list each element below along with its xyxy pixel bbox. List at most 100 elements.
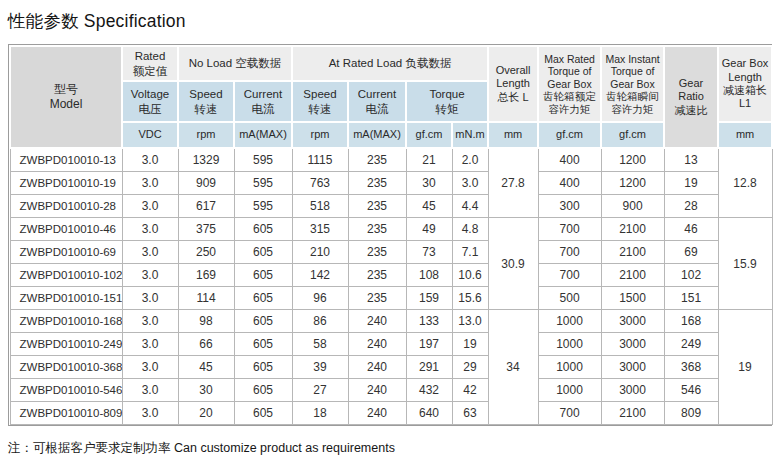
rated-current-cell: 235 [348,287,406,310]
footnote: 注：可根据客户要求定制功率 Can customize product as r… [8,440,780,457]
unit-mm-overall: mm [488,122,538,148]
torque-mnm-cell: 10.6 [452,264,488,287]
no-load-speed-cell: 66 [178,333,234,356]
model-cell: ZWBPD010010-19 [10,172,122,195]
max-instant-torque-cell: 2100 [601,218,664,241]
no-load-speed-cell: 98 [178,310,234,333]
max-rated-torque-cell: 700 [538,402,601,425]
header-no-load: No Load 空载数据 [178,46,292,81]
rated-current-cell: 235 [348,241,406,264]
torque-mnm-cell: 13.0 [452,310,488,333]
torque-gfcm-cell: 73 [406,241,452,264]
torque-mnm-cell: 2.0 [452,148,488,172]
torque-gfcm-cell: 197 [406,333,452,356]
rated-current-cell: 235 [348,218,406,241]
overall-length-cell: 30.9 [488,218,538,310]
header-overall-length: Overall Length 总长 L [488,46,538,122]
rated-speed-cell: 142 [292,264,348,287]
model-cell: ZWBPD010010-13 [10,148,122,172]
max-rated-torque-cell: 400 [538,172,601,195]
table-row: ZWBPD010010-3683.04560539240291291000300… [10,356,772,379]
voltage-cell: 3.0 [122,333,178,356]
torque-mnm-cell: 4.4 [452,195,488,218]
gear-ratio-cell: 69 [664,241,718,264]
table-row: ZWBPD010010-193.0909595763235303.0400120… [10,172,772,195]
no-load-current-cell: 595 [234,148,292,172]
gear-ratio-cell: 28 [664,195,718,218]
max-instant-torque-cell: 3000 [601,310,664,333]
rated-speed-cell: 1115 [292,148,348,172]
spec-table-body: ZWBPD010010-133.013295951115235212.027.8… [10,148,772,425]
max-instant-torque-cell: 1500 [601,287,664,310]
unit-rpm-rated: rpm [292,122,348,148]
unit-gfcm-torque: gf.cm [406,122,452,148]
torque-gfcm-cell: 45 [406,195,452,218]
gear-ratio-cell: 809 [664,402,718,425]
rated-current-cell: 235 [348,195,406,218]
rated-speed-cell: 315 [292,218,348,241]
max-rated-torque-cell: 500 [538,287,601,310]
overall-length-cell: 27.8 [488,148,538,218]
max-instant-torque-cell: 1200 [601,172,664,195]
no-load-speed-cell: 909 [178,172,234,195]
max-rated-torque-cell: 1000 [538,379,601,402]
voltage-cell: 3.0 [122,241,178,264]
max-rated-torque-cell: 700 [538,241,601,264]
max-instant-torque-cell: 3000 [601,333,664,356]
unit-ma-no-load: mA(MAX) [234,122,292,148]
gear-ratio-cell: 13 [664,148,718,172]
no-load-current-cell: 605 [234,264,292,287]
table-row: ZWBPD010010-463.0375605315235494.830.970… [10,218,772,241]
model-cell: ZWBPD010010-102 [10,264,122,287]
table-row: ZWBPD010010-1023.016960514223510810.6700… [10,264,772,287]
voltage-cell: 3.0 [122,379,178,402]
rated-current-cell: 235 [348,148,406,172]
gear-ratio-cell: 368 [664,356,718,379]
max-rated-torque-cell: 1000 [538,333,601,356]
max-instant-torque-cell: 2100 [601,402,664,425]
no-load-current-cell: 605 [234,218,292,241]
page-title: 性能参数 Specification [8,9,780,33]
max-instant-torque-cell: 2100 [601,264,664,287]
unit-gfcm-max-rated: gf.cm [538,122,601,148]
torque-gfcm-cell: 432 [406,379,452,402]
torque-gfcm-cell: 49 [406,218,452,241]
gear-ratio-cell: 102 [664,264,718,287]
gear-ratio-cell: 168 [664,310,718,333]
torque-mnm-cell: 7.1 [452,241,488,264]
torque-mnm-cell: 29 [452,356,488,379]
unit-ma-rated: mA(MAX) [348,122,406,148]
model-cell: ZWBPD010010-546 [10,379,122,402]
header-rated: Rated 额定值 [122,46,178,81]
rated-speed-cell: 210 [292,241,348,264]
no-load-current-cell: 605 [234,379,292,402]
rated-current-cell: 240 [348,402,406,425]
torque-mnm-cell: 42 [452,379,488,402]
table-header: 型号 Model Rated 额定值 No Load 空载数据 At Rated… [10,46,772,148]
table-row: ZWBPD010010-2493.06660558240197191000300… [10,333,772,356]
voltage-cell: 3.0 [122,148,178,172]
table-row: ZWBPD010010-8093.02060518240640637002100… [10,402,772,425]
table-row: ZWBPD010010-1683.0986058624013313.034100… [10,310,772,333]
torque-mnm-cell: 19 [452,333,488,356]
table-row: ZWBPD010010-283.0617595518235454.4300900… [10,195,772,218]
torque-mnm-cell: 15.6 [452,287,488,310]
rated-speed-cell: 18 [292,402,348,425]
torque-gfcm-cell: 21 [406,148,452,172]
voltage-cell: 3.0 [122,402,178,425]
model-cell: ZWBPD010010-28 [10,195,122,218]
header-no-load-speed: Speed 转速 [178,81,234,122]
no-load-speed-cell: 169 [178,264,234,287]
no-load-current-cell: 605 [234,402,292,425]
no-load-speed-cell: 375 [178,218,234,241]
max-instant-torque-cell: 900 [601,195,664,218]
max-rated-torque-cell: 700 [538,264,601,287]
header-rated-current: Current 电流 [348,81,406,122]
unit-mm-gearbox: mm [718,122,772,148]
table-row: ZWBPD010010-133.013295951115235212.027.8… [10,148,772,172]
rated-speed-cell: 96 [292,287,348,310]
model-cell: ZWBPD010010-168 [10,310,122,333]
rated-speed-cell: 27 [292,379,348,402]
max-rated-torque-cell: 1000 [538,310,601,333]
header-model: 型号 Model [10,46,122,148]
